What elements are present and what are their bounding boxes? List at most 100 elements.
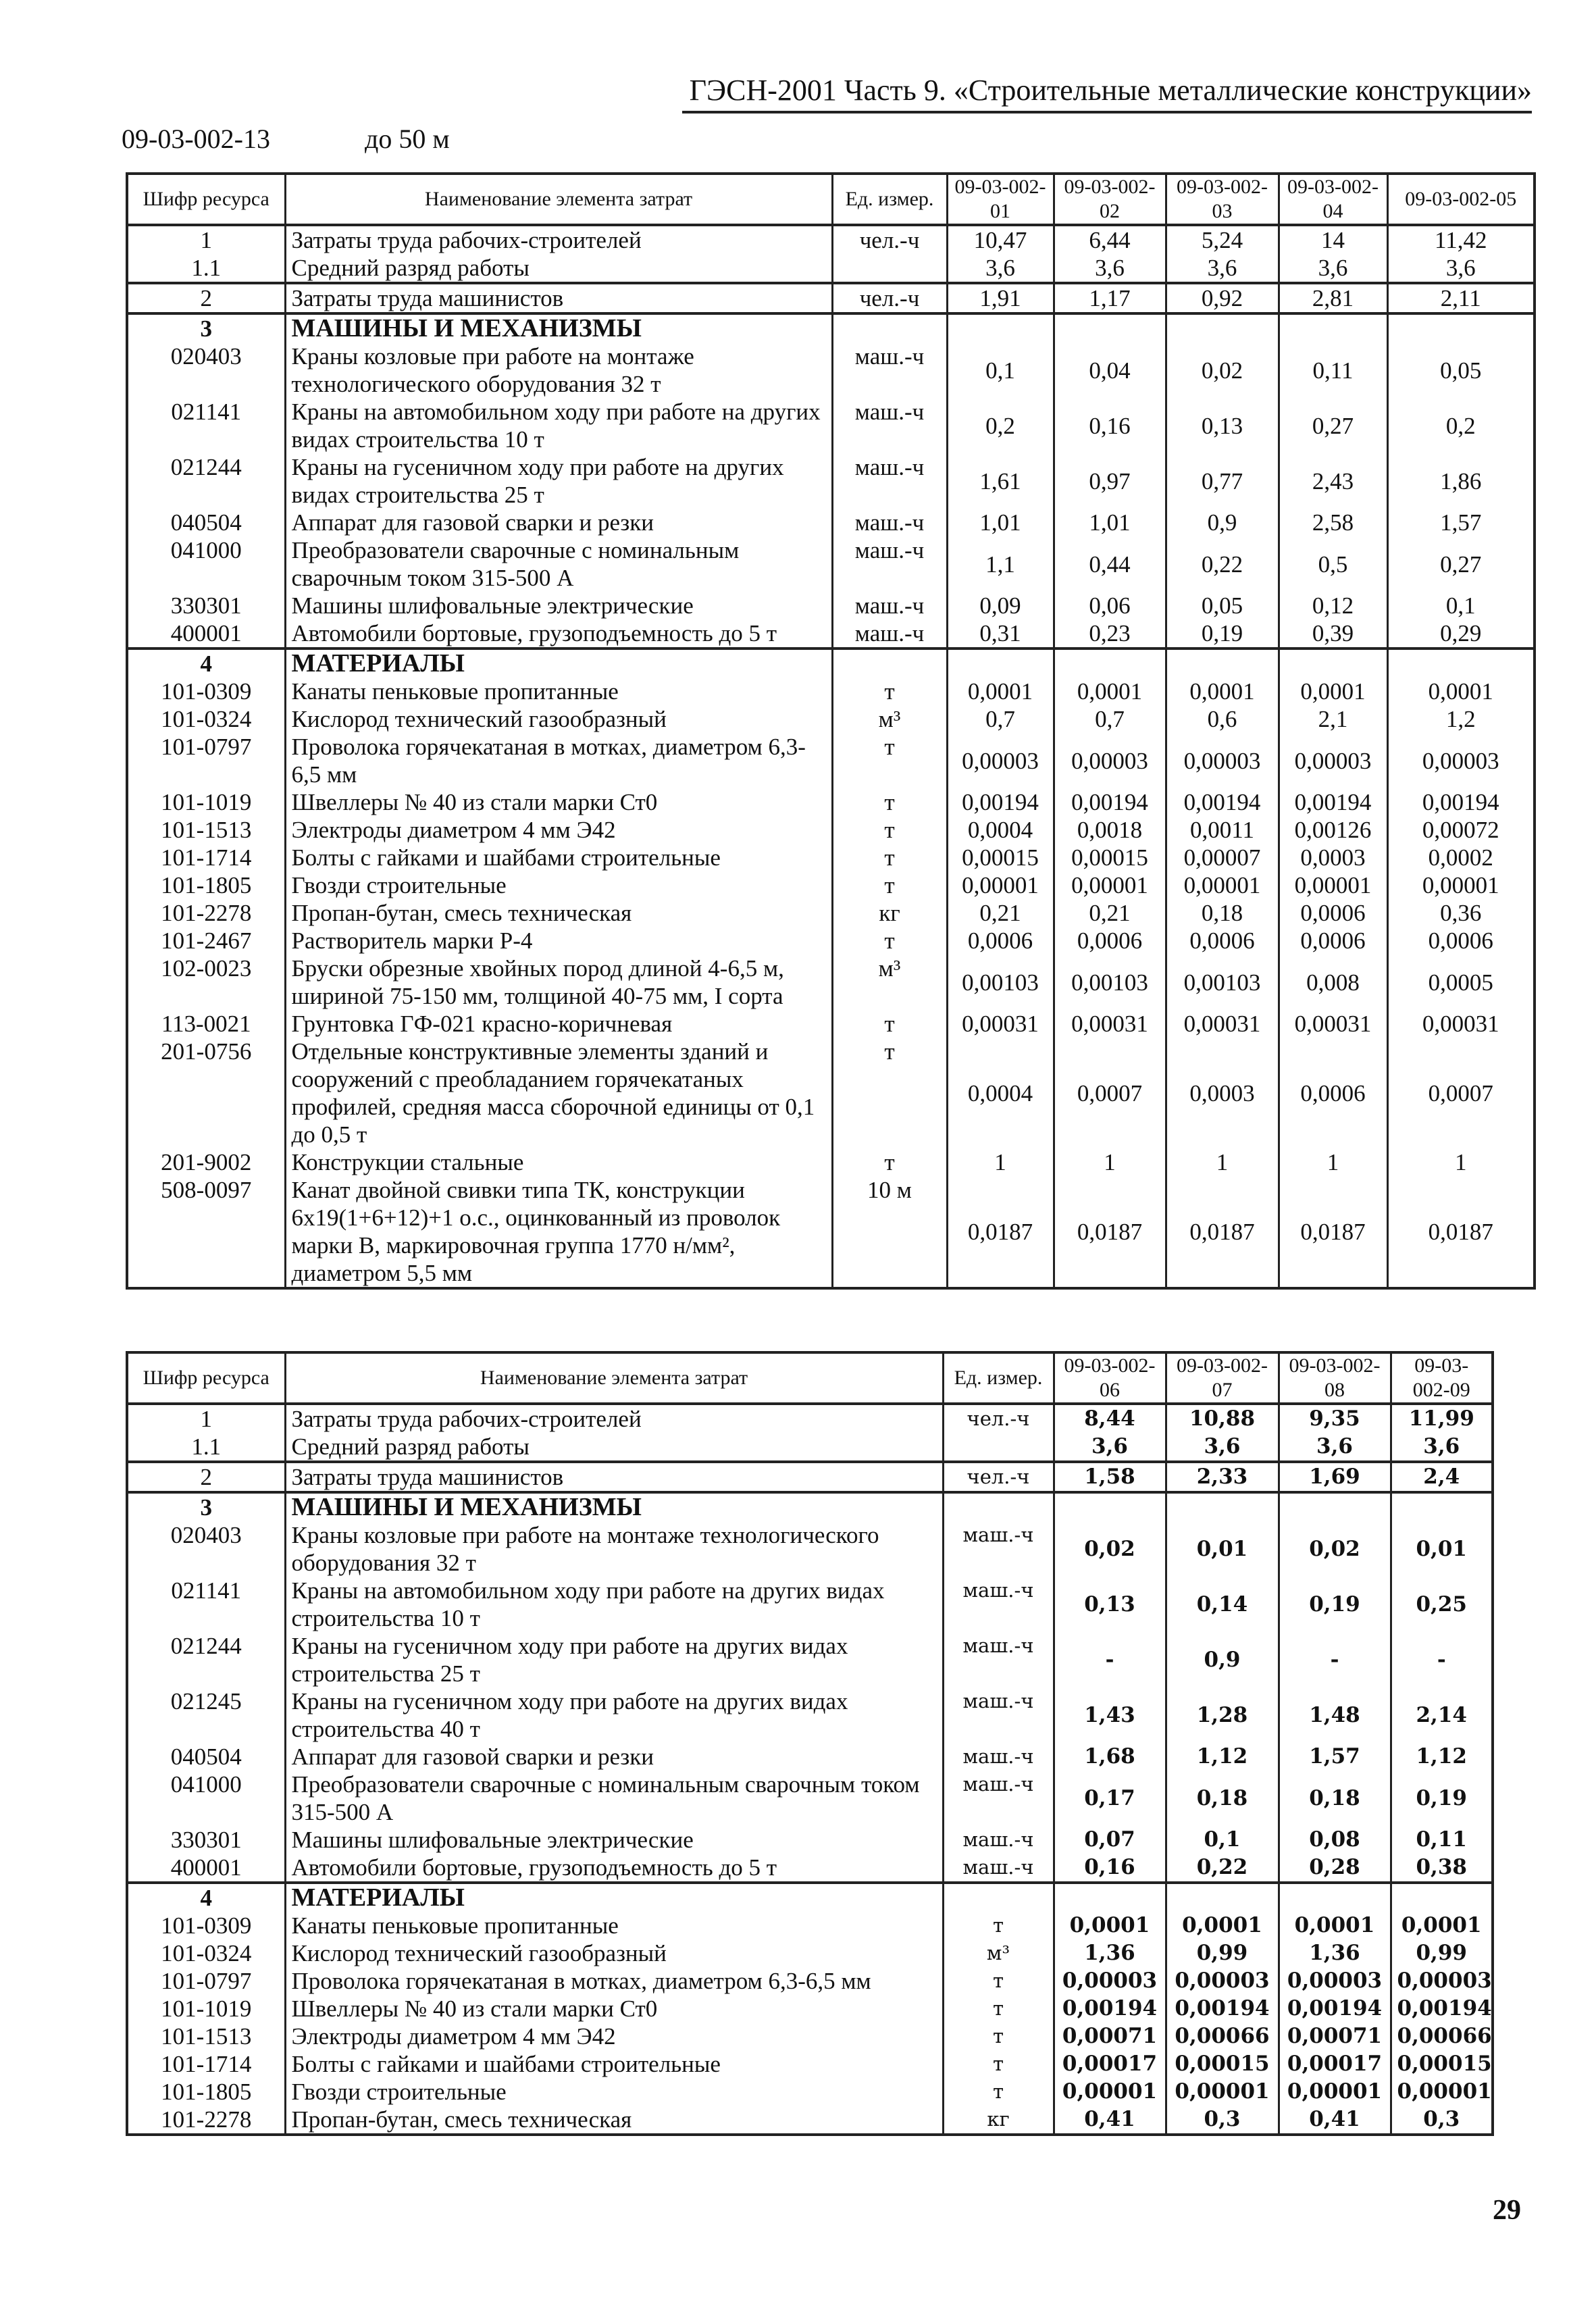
table-row: 101-0324 Кислород технический газообразны… [126,1939,1494,1967]
resource-name: Канаты пеньковые пропитанные [284,678,833,705]
resource-code: 330301 [126,1826,286,1854]
resource-name: Болты с гайками и шайбами строительные [284,844,833,871]
row-group: 2 Затраты труда машинистов чел.-ч 1,91 1,17 0… [126,283,1536,313]
resource-code: 1 [126,1404,286,1433]
resource-code: 021245 [126,1687,286,1743]
row-group: 3 МАШИНЫ И МЕХАНИЗМЫ 020403 Краны козловые … [126,313,1536,649]
resource-value [1386,313,1536,342]
resource-value: 0,0004 [946,816,1055,844]
resource-name: Швеллеры № 40 из стали марки Ст0 [284,1995,944,2023]
table-row: 330301 Машины шлифовальные электрические м… [126,1826,1494,1854]
resource-value: 0,13 [1164,398,1280,453]
table-row: 021141 Краны на автомобильном ходу при ра… [126,398,1536,453]
table-row: 101-0797 Проволока горячекатаная в мотках… [126,1967,1494,1995]
table-row: 400001 Автомобили бортовые, грузоподъемно… [126,1854,1494,1883]
header-norm-code: 09-03-002-05 [1386,172,1536,226]
resource-value: 11,99 [1389,1404,1494,1433]
resource-name: Затраты труда машинистов [284,283,833,313]
resource-value: 0,12 [1277,592,1389,619]
resource-value: 0,0003 [1164,1038,1280,1148]
resource-value: 0,7 [1052,705,1167,733]
resource-code: 1 [126,225,286,254]
resource-unit: м³ [831,705,948,733]
resource-value: 0,05 [1386,342,1536,398]
resource-value: 3,6 [1052,254,1167,283]
table-row: 101-0309 Канаты пеньковые пропитанные т 0,0… [126,678,1536,705]
table-row: 101-1513 Электроды диаметром 4 мм Э42 т 0,0… [126,2023,1494,2050]
resource-name: Преобразователи сварочные с номинальным … [284,536,833,592]
resource-unit: чел.-ч [831,225,948,254]
resource-value: 0,0011 [1164,816,1280,844]
header-norm-code: 09-03-002-02 [1052,172,1167,226]
resource-value: 14 [1277,225,1389,254]
resource-value [1386,649,1536,678]
resource-value: 1,58 [1052,1462,1167,1492]
resource-unit: т [942,1995,1055,2023]
resource-value: 0,00031 [1277,1010,1389,1038]
resource-value: 0,0001 [946,678,1055,705]
resource-value: 0,28 [1277,1854,1392,1883]
resource-value: 5,24 [1164,225,1280,254]
table-row: 101-1019 Швеллеры № 40 из стали марки Ст0… [126,788,1536,816]
resource-unit: чел.-ч [942,1462,1055,1492]
resource-value: 0,0004 [946,1038,1055,1148]
table-row: 020403 Краны козловые при работе на монта… [126,1521,1494,1577]
resource-unit: т [942,1967,1055,1995]
resource-value: 0,36 [1386,899,1536,927]
resource-value: 0,38 [1389,1854,1494,1883]
resource-value: 0,18 [1277,1771,1392,1826]
resource-value: 0,0006 [1052,927,1167,955]
resource-value: 0,00001 [1386,871,1536,899]
resource-code: 021141 [126,1577,286,1632]
resource-name: Автомобили бортовые, грузоподъемность до… [284,619,833,649]
resource-value: 0,00103 [1052,955,1167,1010]
resource-code: 101-0309 [126,678,286,705]
resource-unit: м³ [831,955,948,1010]
resource-value: 0,01 [1164,1521,1280,1577]
resource-code: 101-0309 [126,1912,286,1939]
table-row: 041000 Преобразователи сварочные с номина… [126,536,1536,592]
resource-value: 0,0187 [1277,1176,1389,1288]
resource-value: 0,0001 [1277,1912,1392,1939]
resource-code: 101-2278 [126,899,286,927]
resource-value: 0,00194 [1164,1995,1280,2023]
resource-value: - [1389,1632,1494,1687]
resource-value: 0,16 [1052,1854,1167,1883]
resource-value: 1,61 [946,453,1055,509]
resource-unit: т [831,1148,948,1176]
resource-value: 3,6 [1164,1433,1280,1462]
resource-name: Канат двойной свивки типа ТК, конструкци… [284,1176,833,1288]
resource-table-2: Шифр ресурса Наименование элемента затрат… [126,1351,1494,2136]
resource-value: 0,9 [1164,509,1280,536]
resource-value: 0,00003 [1052,1967,1167,1995]
resource-value: 3,6 [1386,254,1536,283]
resource-value: 0,00194 [1164,788,1280,816]
header-norm-code: 09-03-002-09 [1389,1351,1494,1405]
header-norm-code: 09-03-002-06 [1052,1351,1167,1405]
resource-value: 10,88 [1164,1404,1280,1433]
resource-value: 1,57 [1386,509,1536,536]
resource-name: Канаты пеньковые пропитанные [284,1912,944,1939]
resource-unit: т [831,1038,948,1148]
resource-unit: т [831,871,948,899]
resource-value: 1,2 [1386,705,1536,733]
resource-value: 1 [1386,1148,1536,1176]
resource-value: 0,1 [1164,1826,1280,1854]
resource-unit: маш.-ч [831,509,948,536]
header-code: Шифр ресурса [126,1351,286,1405]
resource-name: МАШИНЫ И МЕХАНИЗМЫ [284,313,833,342]
resource-code: 4 [126,649,286,678]
resource-name: Грунтовка ГФ-021 красно-коричневая [284,1010,833,1038]
resource-value: 0,00001 [1052,871,1167,899]
resource-value: 1,12 [1389,1743,1494,1771]
resource-unit: маш.-ч [942,1577,1055,1632]
resource-value: 0,00001 [946,871,1055,899]
resource-code: 021141 [126,398,286,453]
resource-name: Аппарат для газовой сварки и резки [284,1743,944,1771]
row-group: 3 МАШИНЫ И МЕХАНИЗМЫ 020403 Краны козловые … [126,1492,1494,1883]
resource-value [1277,649,1389,678]
resource-value: 0,18 [1164,899,1280,927]
resource-value: 0,00194 [1389,1995,1494,2023]
resource-value: 1,91 [946,283,1055,313]
resource-code: 102-0023 [126,955,286,1010]
